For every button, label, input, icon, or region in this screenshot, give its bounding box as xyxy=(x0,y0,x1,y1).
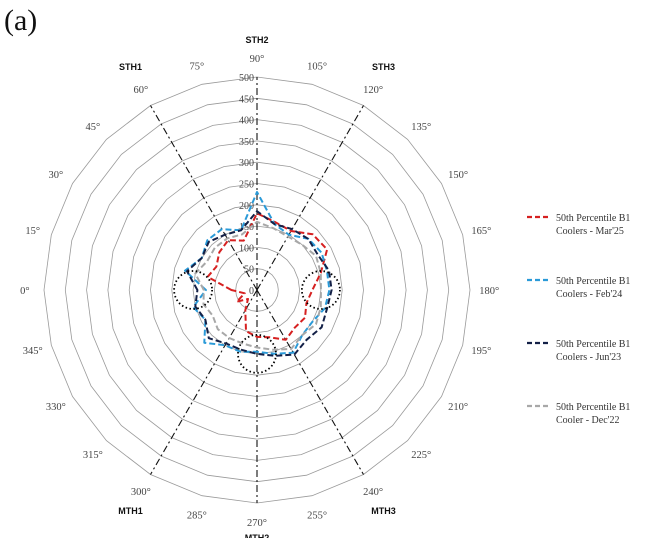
section-axis-lines xyxy=(150,77,364,503)
angle-label: 75° xyxy=(190,62,205,73)
legend-label: 50th Percentile B1 xyxy=(556,213,630,224)
grid-ring-100 xyxy=(213,246,301,334)
legend-label: Coolers - Mar'25 xyxy=(556,226,624,237)
dotted-circle-marker xyxy=(237,333,277,374)
angle-label: 315° xyxy=(83,450,103,461)
angle-labels: 0° 15° 30° 45° 60° 75° 90° 105° 120° 135° 150° 165°… xyxy=(20,54,499,529)
angle-label: 150° xyxy=(448,170,468,181)
angle-label: 135° xyxy=(411,122,431,133)
legend-label: 50th Percentile B1 xyxy=(556,339,630,350)
r-tick-label: 50 xyxy=(244,265,254,276)
legend-label: Cooler - Dec'22 xyxy=(556,415,619,426)
angle-label: 30° xyxy=(49,170,64,181)
legend-label: Coolers - Jun'23 xyxy=(556,352,621,363)
legend-label: 50th Percentile B1 xyxy=(556,402,630,413)
r-tick-label: 100 xyxy=(239,243,254,254)
circle-markers xyxy=(173,270,341,374)
r-tick-label: 0 xyxy=(249,286,254,297)
axis-line-mth1 xyxy=(150,289,258,475)
legend-label: 50th Percentile B1 xyxy=(556,276,630,287)
series-line-0 xyxy=(206,212,329,341)
r-tick-label: 200 xyxy=(239,201,254,212)
r-tick-label: 500 xyxy=(239,73,254,84)
angle-label: 270° xyxy=(247,518,267,529)
angle-label: 165° xyxy=(471,226,491,237)
legend-label: Coolers - Feb'24 xyxy=(556,289,622,300)
axis-name-sth1: STH1 xyxy=(119,62,142,72)
dotted-circle-marker xyxy=(300,270,341,310)
angle-label: 105° xyxy=(307,62,327,73)
r-tick-label: 150 xyxy=(239,222,254,233)
data-series xyxy=(184,191,333,357)
axis-line-sth1 xyxy=(150,105,258,291)
angle-label: 240° xyxy=(363,487,383,498)
angle-label: 180° xyxy=(479,286,499,297)
r-tick-label: 350 xyxy=(239,137,254,148)
r-tick-label: 450 xyxy=(239,94,254,105)
angle-label: 345° xyxy=(23,346,43,357)
axis-name-mth1: MTH1 xyxy=(118,506,143,516)
panel-label: (a) xyxy=(4,4,38,37)
angle-label: 120° xyxy=(363,85,383,96)
angle-label: 330° xyxy=(46,402,66,413)
angle-label: 225° xyxy=(411,450,431,461)
series-line-3 xyxy=(194,220,322,351)
angle-label: 45° xyxy=(85,122,100,133)
legend: 50th Percentile B1 Coolers - Mar'25 50th P… xyxy=(527,213,630,426)
series-line-1 xyxy=(184,191,331,355)
section-axis-names: STH1 STH2 STH3 MTH1 MTH2 MTH3 xyxy=(118,35,396,538)
axis-line-mth3 xyxy=(256,289,364,475)
angle-label: 195° xyxy=(471,346,491,357)
radial-tick-labels: 0 50 100 150 200 250 300 350 400 450 500 xyxy=(239,73,254,297)
angle-label: 210° xyxy=(448,402,468,413)
axis-name-mth2: MTH2 xyxy=(245,533,270,538)
series-line-2 xyxy=(186,210,333,357)
angle-label: 285° xyxy=(187,510,207,521)
axis-name-sth3: STH3 xyxy=(372,62,395,72)
r-tick-label: 400 xyxy=(239,116,254,127)
angle-label: 15° xyxy=(25,226,40,237)
r-tick-label: 300 xyxy=(239,158,254,169)
angle-label: 60° xyxy=(134,85,149,96)
angle-label: 90° xyxy=(250,54,265,65)
angle-label: 255° xyxy=(307,510,327,521)
axis-line-sth3 xyxy=(256,105,364,291)
dotted-circle-marker xyxy=(173,270,214,310)
axis-name-mth3: MTH3 xyxy=(371,506,396,516)
grid-ring-300 xyxy=(128,161,386,419)
axis-name-sth2: STH2 xyxy=(245,35,268,45)
angle-label: 0° xyxy=(20,286,29,297)
grid-ring-350 xyxy=(107,140,407,440)
angle-label: 300° xyxy=(131,487,151,498)
r-tick-label: 250 xyxy=(239,180,254,191)
